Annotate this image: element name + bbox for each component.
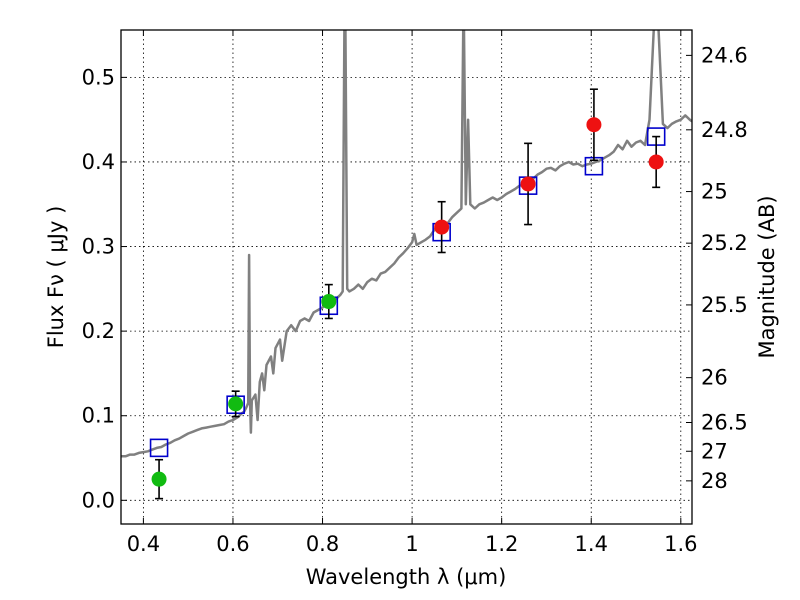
y2-axis-label: Magnitude (AB) [755, 195, 779, 358]
model-band-marker [149, 438, 169, 458]
y-tick-label: 0.5 [82, 65, 115, 89]
mag-tick-label: 28 [701, 469, 728, 493]
y-tick-label: 0.2 [82, 319, 115, 343]
mag-tick-label: 25 [701, 180, 728, 204]
x-tick-label: 0.4 [127, 532, 160, 556]
mag-tick-label: 25.5 [701, 293, 748, 317]
mag-tick-label: 27 [701, 439, 728, 463]
observed-point [648, 154, 664, 170]
mag-tick-label: 24.8 [701, 118, 748, 142]
y-tick-label: 0.4 [82, 150, 115, 174]
observed-point [321, 294, 337, 310]
observed-point [434, 219, 450, 235]
observed-point [228, 396, 244, 412]
x-axis-label: Wavelength λ (μm) [306, 565, 507, 589]
mag-tick-label: 25.2 [701, 231, 748, 255]
mag-tick-label: 24.6 [701, 43, 748, 67]
x-tick-label: 1 [405, 532, 418, 556]
grid [121, 30, 692, 524]
x-tick-label: 1.4 [575, 532, 608, 556]
y-axis-label: Flux Fν ( μJy ) [44, 206, 68, 349]
x-tick-label: 0.6 [216, 532, 249, 556]
y-tick-label: 0.1 [82, 404, 115, 428]
y-tick-label: 0.0 [82, 488, 115, 512]
x-tick-label: 0.8 [306, 532, 339, 556]
observed-point [586, 117, 602, 133]
x-tick-label: 1.2 [485, 532, 518, 556]
y-tick-label: 0.3 [82, 235, 115, 259]
x-tick-label: 1.6 [664, 532, 697, 556]
mag-tick-label: 26 [701, 366, 728, 390]
observed-point [520, 176, 536, 192]
model-sed-line [121, 30, 692, 458]
plot-frame [120, 29, 693, 525]
axes: 0.4 0.6 0.8 1 1.2 1.4 1.6 0.0 0.1 0.2 0.3 0.4 0.5 24.… [82, 30, 748, 556]
mag-tick-label: 26.5 [701, 410, 748, 434]
plot-area [121, 30, 692, 500]
observed-point [151, 471, 167, 487]
